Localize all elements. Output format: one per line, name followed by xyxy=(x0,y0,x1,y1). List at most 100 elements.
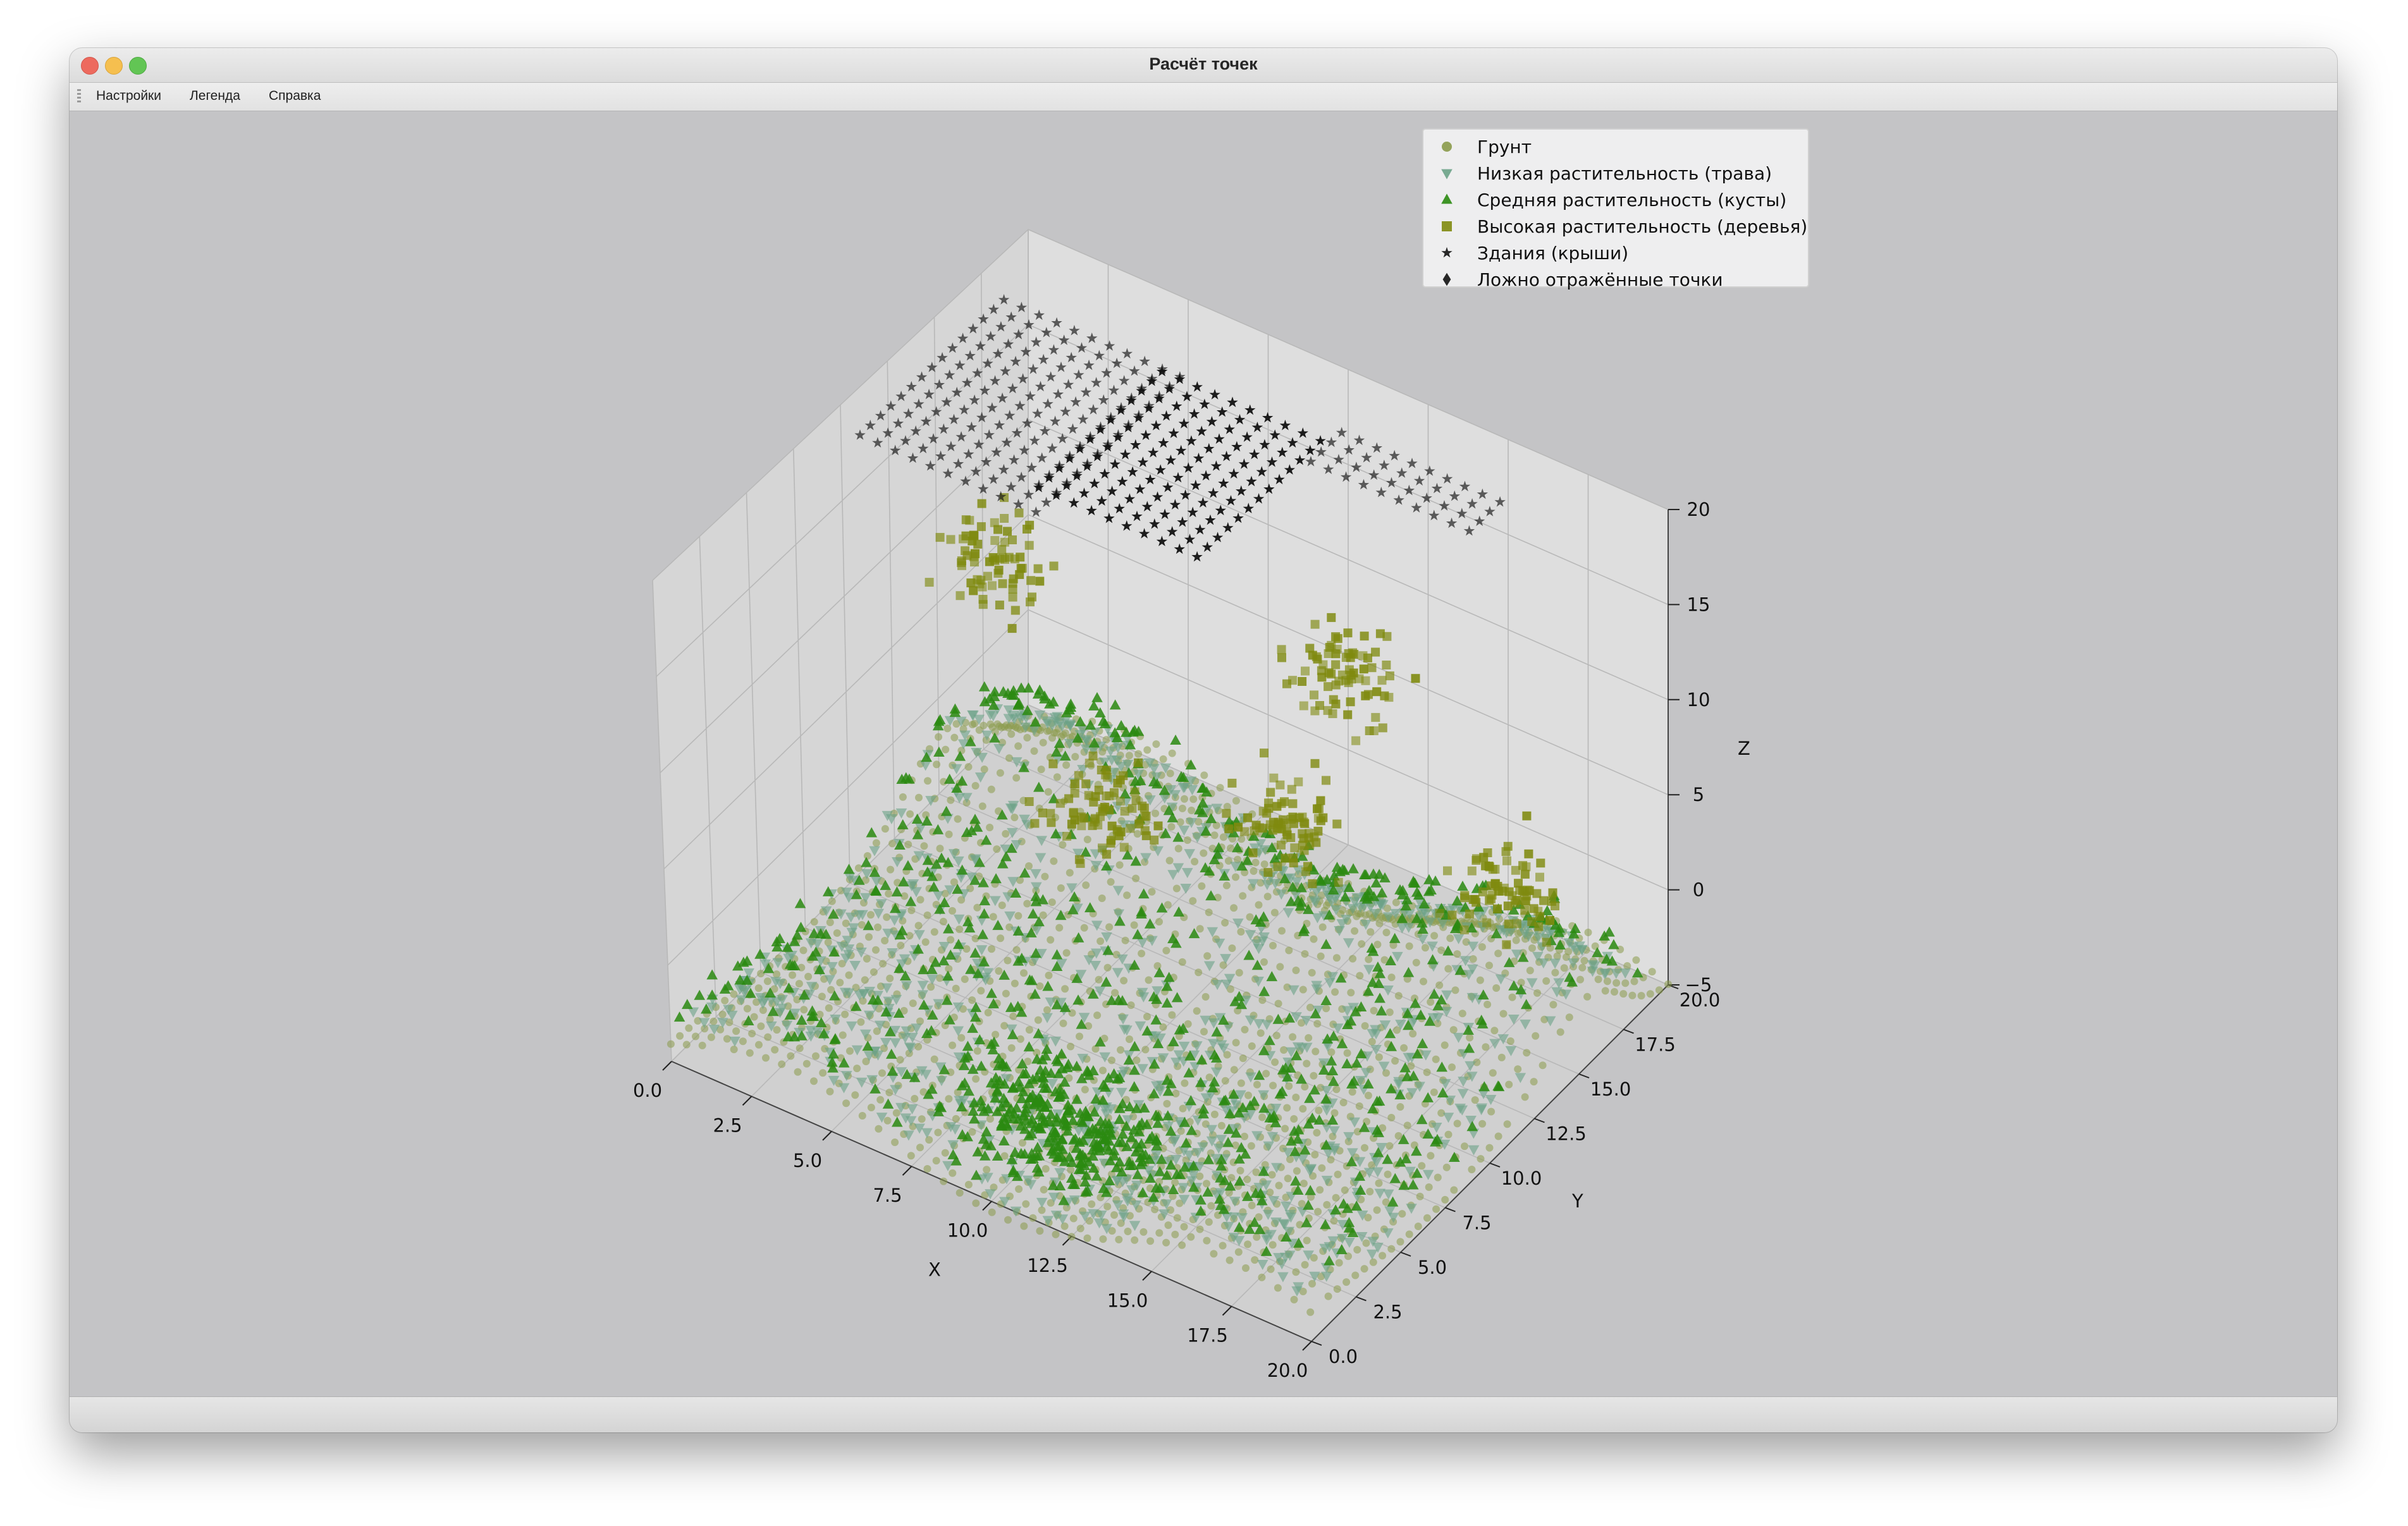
data-point xyxy=(1121,1120,1132,1131)
data-point xyxy=(1233,1221,1245,1232)
data-point xyxy=(1539,1061,1547,1070)
data-point xyxy=(1321,1123,1332,1133)
data-point xyxy=(754,948,766,959)
data-point xyxy=(1251,960,1263,970)
data-point xyxy=(1312,1005,1324,1016)
data-point xyxy=(1121,936,1129,944)
data-point xyxy=(1016,1058,1028,1068)
data-point xyxy=(1168,1011,1176,1019)
data-point xyxy=(1379,1252,1387,1260)
data-point xyxy=(1102,441,1114,452)
data-point xyxy=(921,815,933,826)
data-point xyxy=(1019,722,1031,733)
data-point xyxy=(1351,1200,1363,1211)
data-point xyxy=(1103,772,1112,782)
data-point xyxy=(1632,956,1640,964)
data-point xyxy=(1327,1156,1335,1164)
data-point xyxy=(986,720,995,728)
data-point xyxy=(1262,1070,1270,1078)
data-point xyxy=(1277,840,1286,850)
close-window-button[interactable] xyxy=(81,57,99,75)
data-point xyxy=(1435,908,1444,918)
minimize-window-button[interactable] xyxy=(105,57,123,75)
data-point xyxy=(1349,955,1357,963)
data-point xyxy=(973,903,981,912)
data-point xyxy=(1308,968,1316,977)
data-point xyxy=(914,1123,925,1134)
data-point xyxy=(1053,1092,1064,1102)
data-point xyxy=(936,1076,947,1087)
scatter-3d-chart[interactable]: 0.02.55.07.510.012.515.017.520.00.02.55.… xyxy=(70,111,2337,1396)
data-point xyxy=(1465,909,1474,919)
data-point xyxy=(1098,394,1109,405)
data-point xyxy=(1072,848,1084,859)
data-point xyxy=(1442,1163,1451,1171)
data-point xyxy=(1505,1046,1517,1056)
data-point xyxy=(1158,437,1169,448)
data-point xyxy=(1497,1034,1509,1045)
data-point xyxy=(1219,833,1227,841)
data-point xyxy=(990,518,999,527)
data-point xyxy=(1131,1180,1143,1191)
data-point xyxy=(1016,726,1024,733)
data-point xyxy=(1587,960,1599,970)
data-point xyxy=(1044,698,1055,709)
data-point xyxy=(1394,1156,1406,1167)
data-point xyxy=(812,1052,820,1060)
data-point xyxy=(985,1189,996,1200)
data-point xyxy=(1019,814,1030,825)
y-tick-mark xyxy=(1489,1163,1501,1168)
data-point xyxy=(1235,1090,1246,1101)
data-point xyxy=(1326,897,1337,908)
data-point xyxy=(1097,716,1109,726)
data-point xyxy=(971,748,982,759)
data-point xyxy=(717,1018,728,1029)
plot-canvas[interactable]: 0.0 2.5 5.0 7.5 10.0 12.5 15.0 17.5 20.0 0.0 2.5 5.… xyxy=(70,111,2337,1396)
data-point xyxy=(1089,477,1100,489)
data-point xyxy=(924,578,934,587)
data-point xyxy=(1250,1187,1262,1198)
data-point xyxy=(1293,1282,1305,1293)
data-point xyxy=(1430,932,1439,940)
data-point xyxy=(743,1004,751,1013)
data-point xyxy=(1407,1179,1419,1190)
data-point xyxy=(745,987,756,998)
data-point xyxy=(1033,916,1045,927)
toolbar-grip-handle[interactable] xyxy=(77,89,81,104)
data-point xyxy=(1427,941,1438,952)
menu-settings[interactable]: Настройки xyxy=(96,89,161,103)
data-point xyxy=(1478,1120,1487,1128)
data-point xyxy=(1372,687,1382,697)
data-point xyxy=(1117,1219,1125,1227)
data-point xyxy=(1449,1026,1458,1034)
data-point xyxy=(1205,1218,1213,1226)
menu-help[interactable]: Справка xyxy=(269,89,321,103)
data-point xyxy=(934,1100,945,1111)
data-point xyxy=(1272,802,1282,811)
data-point xyxy=(1418,898,1430,908)
data-point xyxy=(1228,827,1239,838)
data-point xyxy=(838,1083,850,1094)
data-point xyxy=(1498,886,1507,896)
data-point xyxy=(1210,1067,1222,1078)
data-point xyxy=(1257,936,1268,947)
data-point xyxy=(896,1056,904,1064)
data-point xyxy=(759,959,771,970)
data-point xyxy=(885,1089,894,1097)
data-point xyxy=(732,960,744,971)
data-point xyxy=(866,1075,878,1085)
data-point xyxy=(1284,1175,1292,1183)
data-point xyxy=(1207,927,1219,937)
maximize-window-button[interactable] xyxy=(129,57,147,75)
data-point xyxy=(1007,1044,1016,1052)
data-point xyxy=(1244,930,1256,941)
data-point xyxy=(1041,1165,1050,1173)
data-point xyxy=(943,724,952,733)
data-point xyxy=(1188,1181,1200,1192)
data-point xyxy=(1083,1111,1095,1121)
menu-legend[interactable]: Легенда xyxy=(190,89,240,103)
data-point xyxy=(1105,1104,1117,1114)
data-point xyxy=(1461,1142,1468,1151)
data-point xyxy=(1377,913,1385,920)
data-point xyxy=(1301,1217,1312,1228)
